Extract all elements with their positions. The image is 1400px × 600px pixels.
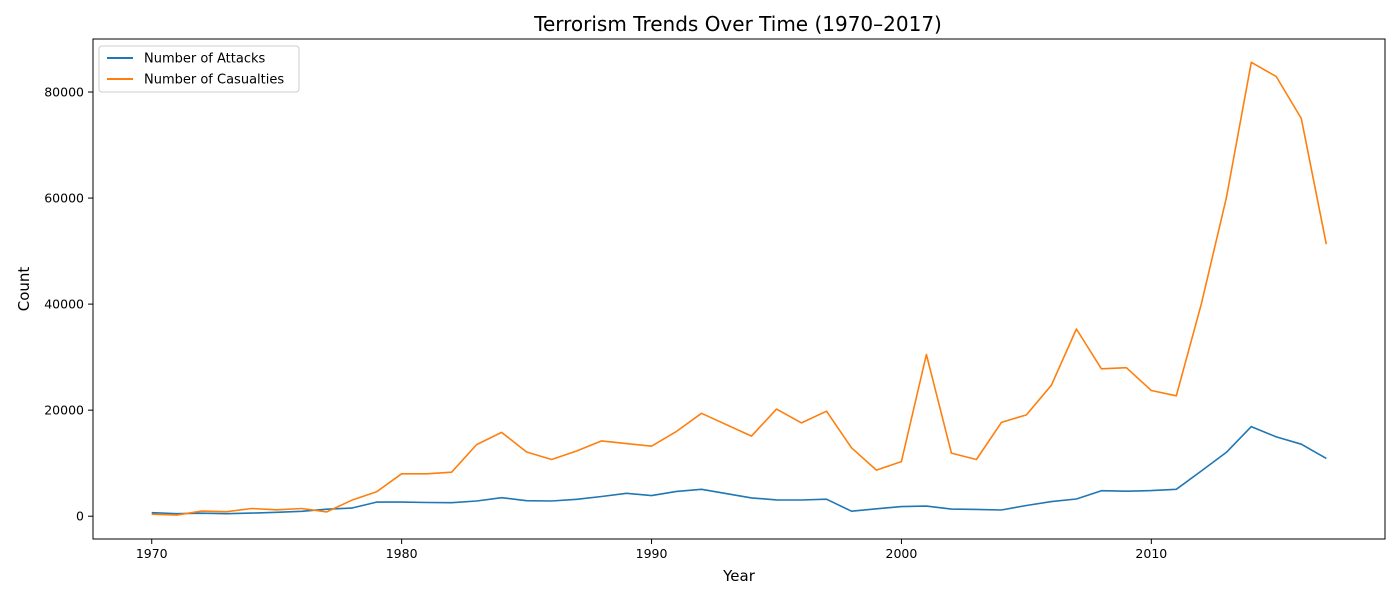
y-tick-label: 80000 [44, 85, 84, 100]
legend-label-casualties: Number of Casualties [144, 73, 284, 88]
series-line-casualties [151, 61, 1328, 516]
legend: Number of Attacks Number of Casualties [98, 45, 300, 93]
legend-box [98, 45, 300, 93]
plot-area: 1970 1980 1990 2000 2010 0 20000 40000 60000 8000… [44, 61, 1328, 561]
x-tick-label: 2010 [1135, 546, 1167, 561]
y-tick-label: 60000 [44, 191, 84, 206]
x-tick-label: 2000 [886, 546, 918, 561]
x-axis-label: Year [722, 567, 756, 585]
y-axis-label: Count [15, 267, 33, 312]
y-tick-label: 20000 [44, 403, 84, 418]
axes-frame [92, 38, 1386, 540]
legend-label-attacks: Number of Attacks [144, 52, 266, 67]
x-tick-label: 1980 [386, 546, 418, 561]
chart-title: Terrorism Trends Over Time (1970–2017) [533, 12, 942, 36]
series-line-attacks [151, 425, 1327, 515]
x-tick-label: 1970 [136, 546, 168, 561]
y-tick-label: 0 [76, 509, 84, 524]
y-tick-label: 40000 [44, 297, 84, 312]
x-tick-label: 1990 [636, 546, 668, 561]
